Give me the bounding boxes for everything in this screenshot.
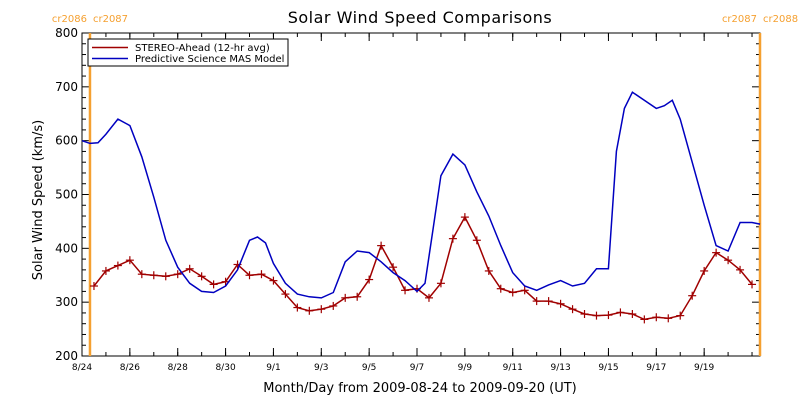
data-point-stereo	[628, 310, 637, 319]
data-point-stereo	[652, 313, 661, 322]
data-point-stereo	[544, 297, 553, 306]
carrington-label-after: cr2087	[93, 14, 128, 25]
data-point-stereo	[436, 279, 445, 288]
y-tick-label: 300	[55, 295, 78, 309]
data-point-stereo	[700, 266, 709, 275]
carrington-label-after: cr2088	[763, 14, 798, 25]
data-point-stereo	[688, 291, 697, 300]
data-point-stereo	[149, 271, 158, 280]
data-point-stereo	[724, 256, 733, 265]
x-tick-label: 8/28	[168, 363, 188, 373]
data-point-stereo	[173, 270, 182, 279]
data-point-stereo	[341, 293, 350, 302]
y-tick-label: 200	[55, 349, 78, 363]
data-point-stereo	[269, 276, 278, 285]
chart-title: Solar Wind Speed Comparisons	[288, 8, 553, 27]
carrington-label-before: cr2087	[722, 14, 757, 25]
data-point-stereo	[712, 248, 721, 257]
data-point-stereo	[532, 297, 541, 306]
data-point-stereo	[580, 310, 589, 319]
data-point-stereo	[401, 286, 410, 295]
data-point-stereo	[293, 303, 302, 312]
data-point-stereo	[305, 306, 314, 315]
x-tick-label: 9/19	[694, 363, 714, 373]
data-point-stereo	[245, 271, 254, 280]
data-point-stereo	[113, 261, 122, 270]
x-tick-label: 9/13	[550, 363, 570, 373]
x-tick-label: 9/7	[410, 363, 424, 373]
legend: STEREO-Ahead (12-hr avg) Predictive Scie…	[87, 38, 289, 67]
y-axis-label: Solar Wind Speed (km/s)	[31, 120, 46, 280]
series-layer	[81, 91, 761, 324]
data-point-stereo	[520, 286, 529, 295]
x-tick-label: 9/11	[503, 363, 523, 373]
data-point-stereo	[365, 275, 374, 284]
data-point-stereo	[101, 266, 110, 275]
data-point-stereo	[484, 266, 493, 275]
data-point-stereo	[281, 290, 290, 299]
data-point-stereo	[448, 234, 457, 243]
x-tick-label: 8/24	[72, 363, 92, 373]
y-tick-label: 400	[55, 241, 78, 255]
y-tick-label: 700	[55, 80, 78, 94]
data-point-stereo	[257, 270, 266, 279]
x-tick-label: 9/15	[598, 363, 618, 373]
data-point-stereo	[496, 284, 505, 293]
x-tick-label: 8/30	[215, 363, 235, 373]
legend-label-stereo: STEREO-Ahead (12-hr avg)	[135, 43, 270, 54]
data-point-stereo	[736, 265, 745, 274]
x-tick-label: 9/3	[314, 363, 328, 373]
data-point-stereo	[161, 272, 170, 281]
data-point-stereo	[424, 293, 433, 302]
data-point-stereo	[137, 270, 146, 279]
data-point-stereo	[185, 264, 194, 273]
data-point-stereo	[197, 272, 206, 281]
x-tick-label: 9/17	[646, 363, 666, 373]
data-point-stereo	[556, 299, 565, 308]
data-point-stereo	[460, 213, 469, 222]
data-point-stereo	[472, 236, 481, 245]
x-tick-label: 8/26	[120, 363, 140, 373]
data-point-stereo	[353, 292, 362, 301]
legend-box	[87, 38, 289, 67]
y-tick-label: 800	[55, 26, 78, 40]
data-point-stereo	[676, 311, 685, 320]
data-point-stereo	[748, 280, 757, 289]
data-point-stereo	[640, 315, 649, 324]
data-point-stereo	[508, 288, 517, 297]
x-tick-label: 9/9	[458, 363, 473, 373]
data-point-stereo	[389, 263, 398, 272]
data-point-stereo	[592, 311, 601, 320]
data-point-stereo	[616, 308, 625, 317]
series-line-mas-model	[81, 91, 761, 299]
data-point-stereo	[604, 311, 613, 320]
data-point-stereo	[317, 305, 326, 314]
data-point-stereo	[125, 256, 134, 265]
data-point-stereo	[209, 280, 218, 289]
data-point-stereo	[89, 282, 98, 291]
x-axis-label: Month/Day from 2009-08-24 to 2009-09-20 …	[263, 381, 576, 396]
carrington-markers: cr2086 cr2087 cr2087 cr2088	[52, 14, 798, 356]
x-tick-label: 9/5	[362, 363, 376, 373]
axes-layer: 200 300 400 500 600 700 800 8/24 8/26 8/28 8/30 9/1…	[55, 26, 761, 373]
legend-label-mas-model: Predictive Science MAS Model	[135, 54, 284, 65]
data-point-stereo	[664, 314, 673, 323]
y-tick-label: 500	[55, 188, 78, 202]
data-point-stereo	[377, 241, 386, 250]
plot-frame	[81, 32, 761, 357]
carrington-label-before: cr2086	[52, 14, 87, 25]
data-point-stereo	[329, 301, 338, 310]
x-tick-label: 9/1	[266, 363, 280, 373]
series-line-stereo	[93, 215, 753, 321]
y-tick-label: 600	[55, 134, 78, 148]
data-point-stereo	[568, 305, 577, 314]
